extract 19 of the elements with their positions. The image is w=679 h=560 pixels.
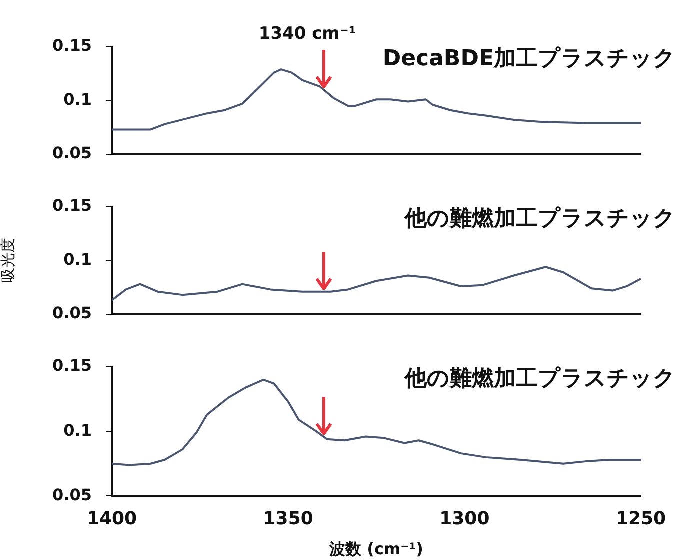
y-tick-label: 0.1 — [64, 250, 92, 269]
annotation: DecaBDE加工プラスチック — [382, 46, 676, 72]
x-tick-label: 1300 — [440, 508, 490, 530]
y-axis-title: 吸光度 — [0, 238, 17, 284]
ref-line-label: 1340 cm⁻¹ — [258, 24, 356, 44]
y-tick-label: 0.05 — [52, 304, 92, 323]
y-tick-label: 0.15 — [52, 36, 92, 56]
y-tick-label: 0.1 — [64, 420, 92, 440]
y-tick-label: 0.05 — [52, 144, 92, 163]
x-tick-label: 1350 — [263, 508, 314, 530]
y-tick-label: 0.1 — [64, 90, 92, 109]
x-axis-title: 波数 (cm⁻¹) — [328, 540, 424, 559]
annotation: 他の難燃加工プラスチック — [404, 206, 676, 232]
x-tick-label: 1250 — [616, 508, 666, 530]
y-tick-label: 0.15 — [52, 356, 92, 376]
annotation: 他の難燃加工プラスチック — [404, 366, 676, 392]
x-tick-label: 1400 — [86, 508, 138, 530]
y-tick-label: 0.05 — [52, 485, 92, 504]
y-tick-label: 0.15 — [52, 196, 92, 216]
